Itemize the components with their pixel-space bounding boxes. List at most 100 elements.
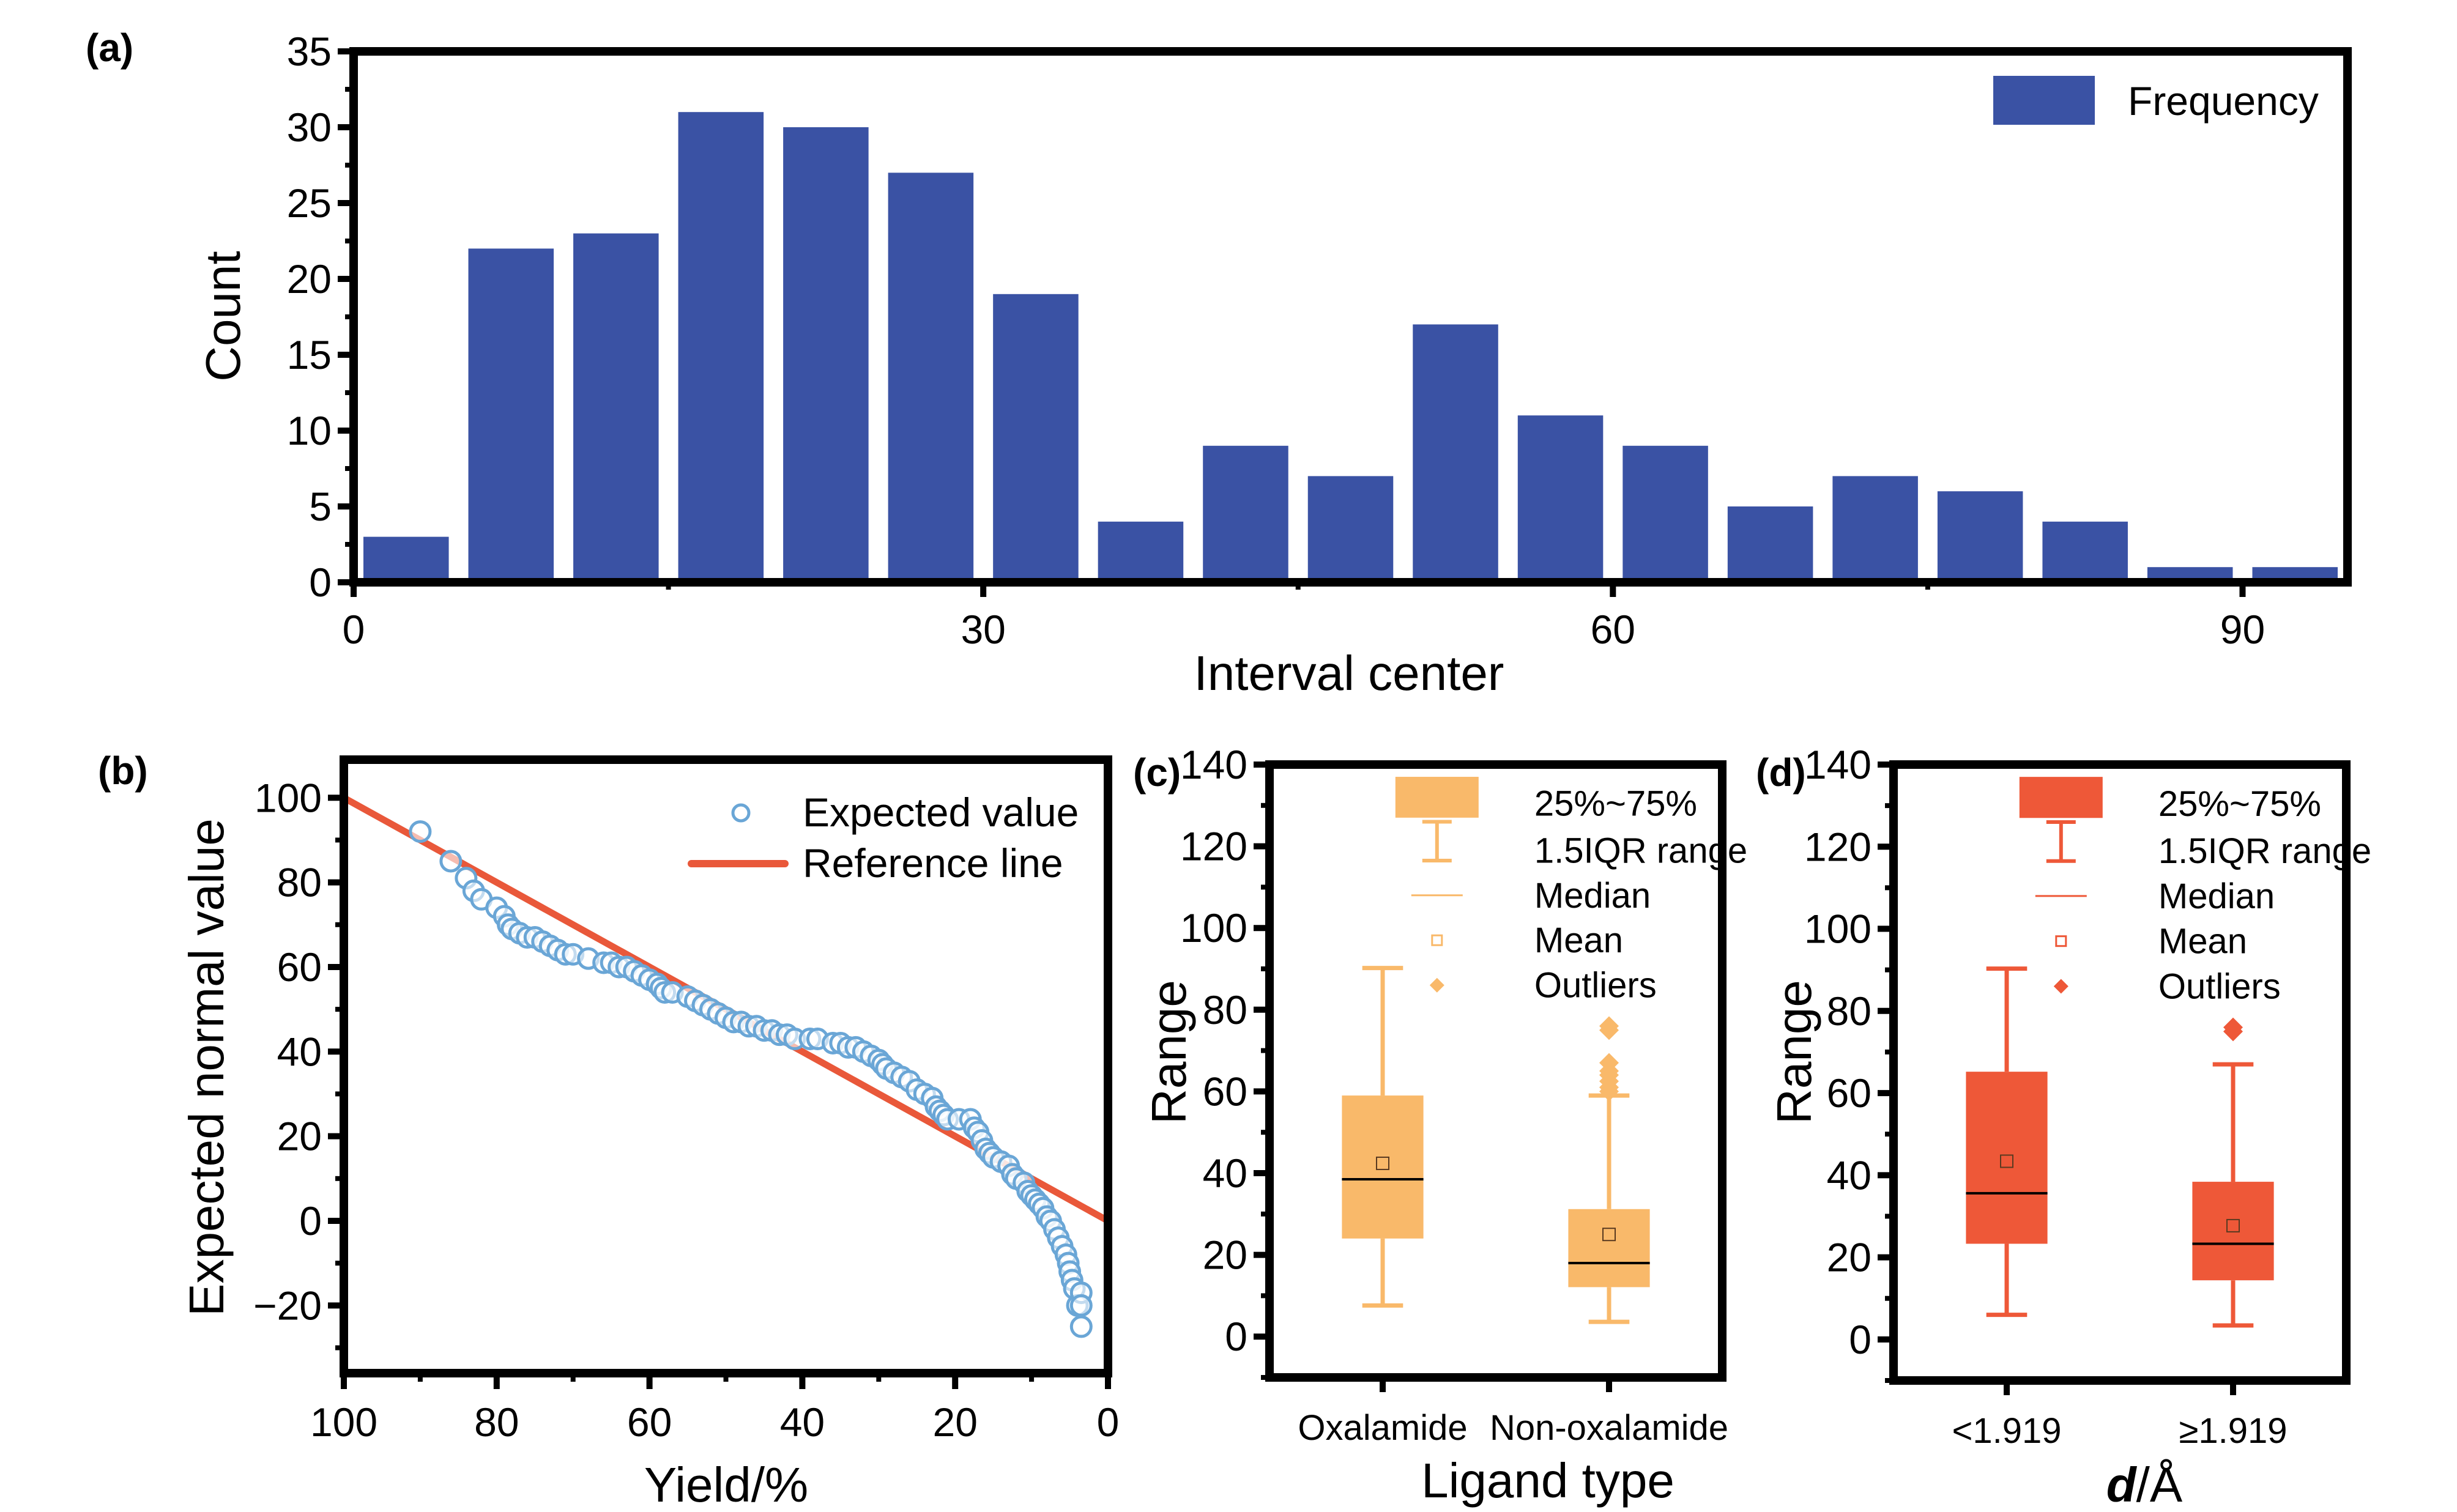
y-tick-label: 80	[1827, 988, 1872, 1034]
box-2	[1568, 1016, 1650, 1324]
bar	[1517, 415, 1604, 582]
legend-label: Median	[1534, 876, 1651, 916]
bar	[1307, 476, 1394, 582]
legend-mean-icon	[1431, 934, 1443, 946]
bar	[888, 172, 974, 582]
legend-outlier-icon	[2053, 979, 2069, 994]
legend-label: Outliers	[2158, 967, 2281, 1007]
bar	[2042, 521, 2128, 582]
x-axis-label: Ligand type	[1421, 1453, 1675, 1508]
bar	[1098, 521, 1184, 582]
bar	[363, 536, 449, 582]
bar	[1832, 476, 1918, 582]
iqr-box	[1966, 1072, 2048, 1244]
legend-swatch-frequency	[1993, 76, 2095, 125]
plot-frame	[1265, 760, 1727, 1382]
y-axis-label: Range	[1767, 980, 1821, 1124]
y-axis-label: Expected normal value	[179, 818, 234, 1316]
y-tick-label: −20	[253, 1283, 322, 1328]
y-tick-label: 20	[1203, 1232, 1247, 1278]
boxes	[1342, 966, 1650, 1324]
y-tick-label: 5	[309, 484, 332, 529]
x-tick-label: 0	[343, 607, 365, 652]
bar	[1727, 506, 1813, 582]
box-1	[1342, 966, 1424, 1308]
bar	[468, 248, 554, 582]
panel-d-boxplot: (d) 0 20 40 60 80 100 120 140 <1.919 ≥1.919 25%~7…	[1756, 742, 2371, 1512]
scatter-point	[439, 850, 463, 873]
x-category-label: <1.919	[1952, 1411, 2061, 1451]
legend-outlier-icon	[1429, 977, 1444, 993]
x-axis-label-unit: /Å	[2136, 1458, 2183, 1512]
y-tick-label: 100	[255, 775, 322, 820]
x-category-label: Oxalamide	[1298, 1408, 1467, 1448]
x-tick-label: 20	[932, 1399, 977, 1445]
legend-swatch-iqr	[2019, 777, 2103, 818]
axes: 0 20 40 60 80 100 120 140 <1.919 ≥1.919	[1804, 742, 2351, 1451]
x-tick-label: 90	[2220, 607, 2265, 652]
y-tick-label: 35	[287, 29, 332, 74]
legend-label-reference-line: Reference line	[803, 840, 1063, 886]
outlier-marker	[1599, 1053, 1619, 1073]
y-tick-label: 20	[1827, 1235, 1872, 1280]
x-category-label: Non-oxalamide	[1490, 1408, 1728, 1448]
bars	[363, 112, 2338, 583]
x-category-label: ≥1.919	[2179, 1411, 2288, 1451]
axes: 0 5 10 15 20 25 30 35 0 30 60 90	[287, 29, 2352, 652]
x-axis-label: Yield/%	[644, 1458, 808, 1512]
legend-mean-icon	[2055, 935, 2067, 947]
y-tick-label: 120	[1804, 824, 1872, 869]
scatter-point	[1069, 1294, 1093, 1317]
x-axis-label: Interval center	[1194, 646, 1504, 700]
legend-label: 1.5IQR range	[1534, 831, 1747, 870]
mean-marker	[2226, 1218, 2240, 1232]
plot-frame	[1889, 760, 2351, 1385]
x-tick-label: 30	[961, 607, 1005, 652]
y-tick-label: 60	[277, 944, 322, 990]
legend-label: Outliers	[1534, 966, 1657, 1006]
iqr-box	[1568, 1209, 1650, 1288]
y-tick-label: 60	[1827, 1070, 1872, 1116]
y-tick-label: 0	[299, 1198, 322, 1243]
y-tick-label: 80	[277, 860, 322, 905]
mean-marker	[2000, 1154, 2013, 1168]
legend: Expected value Reference line	[688, 790, 1079, 886]
panel-c-boxplot: (c) 0 20 40 60 80 100 120 140 Oxalamide Non-oxala…	[1133, 742, 1747, 1508]
bar	[573, 233, 659, 583]
y-tick-label: 10	[287, 408, 332, 453]
legend: 25%~75% 1.5IQR range Median Mean Outliers	[1395, 777, 1747, 1006]
panel-b-qq-plot: (b) −20 0 20 40 60 80 100 100 80 60 40 20 0 Expected…	[98, 749, 1119, 1512]
bar	[1413, 324, 1498, 582]
y-tick-label: 0	[1225, 1314, 1247, 1359]
scatter-points	[409, 820, 1093, 1338]
legend: 25%~75% 1.5IQR range Median Mean Outliers	[2019, 777, 2371, 1007]
legend: Frequency	[1993, 76, 2319, 125]
legend-label: 25%~75%	[1534, 784, 1697, 823]
y-tick-label: 0	[309, 560, 332, 605]
x-axis-label: d/Å	[2106, 1458, 2183, 1512]
y-tick-label: 20	[287, 256, 332, 302]
bar	[1203, 445, 1288, 582]
y-tick-label: 140	[1180, 742, 1247, 787]
bar	[678, 112, 764, 582]
legend-label: Mean	[2158, 922, 2247, 962]
scatter-point	[1069, 1315, 1093, 1338]
y-tick-label: 100	[1804, 906, 1872, 952]
outlier-marker	[1599, 1016, 1619, 1036]
legend-marker-expected-value	[731, 803, 751, 823]
y-tick-label: 0	[1849, 1317, 1872, 1362]
x-tick-label: 100	[310, 1399, 377, 1445]
x-tick-label: 60	[1591, 607, 1635, 652]
legend-swatch-iqr	[1395, 777, 1479, 818]
iqr-box	[2192, 1182, 2274, 1281]
y-tick-label: 40	[277, 1029, 322, 1074]
panel-a-histogram: (a) 0 5 10 15 20 25 30 35 0 30 60 90 Frequency Inte…	[86, 26, 2352, 700]
boxes	[1966, 966, 2274, 1328]
y-tick-label: 140	[1804, 742, 1872, 787]
outlier-marker	[2223, 1017, 2243, 1037]
y-tick-label: 120	[1180, 824, 1247, 869]
panel-label-b: (b)	[98, 749, 148, 793]
scatter-point	[409, 820, 432, 843]
bar	[993, 294, 1079, 582]
